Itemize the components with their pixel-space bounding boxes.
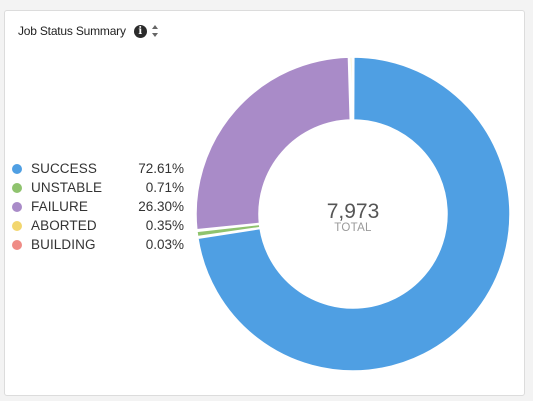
legend-label: FAILURE	[31, 199, 88, 214]
slice-unstable[interactable]	[196, 223, 261, 238]
info-icon[interactable]: i	[133, 24, 147, 38]
legend-dot-unstable	[12, 182, 22, 193]
total-value: 7,973	[327, 200, 380, 223]
legend-label: SUCCESS	[31, 161, 97, 176]
legend-item-success[interactable]: SUCCESS 72.61%	[12, 159, 184, 178]
legend-dot-success	[12, 163, 22, 174]
panel-header: Job Status Summary i	[18, 22, 160, 40]
legend-item-aborted[interactable]: ABORTED 0.35%	[12, 216, 184, 235]
legend-percent: 0.03%	[145, 237, 184, 252]
legend-label: ABORTED	[31, 218, 97, 233]
legend-dot-building	[12, 239, 22, 250]
legend-label: BUILDING	[31, 237, 96, 252]
legend-percent: 72.61%	[138, 161, 184, 176]
legend-dot-failure	[12, 201, 22, 212]
slice-aborted[interactable]	[349, 56, 354, 121]
legend-item-building[interactable]: BUILDING 0.03%	[12, 235, 184, 254]
legend-percent: 0.71%	[145, 180, 184, 195]
legend-item-failure[interactable]: FAILURE 26.30%	[12, 197, 184, 216]
legend-dot-aborted	[12, 220, 22, 231]
legend-label: UNSTABLE	[31, 180, 103, 195]
slice-failure[interactable]	[195, 56, 352, 231]
legend-item-unstable[interactable]: UNSTABLE 0.71%	[12, 178, 184, 197]
total-label: TOTAL	[334, 222, 372, 234]
panel-title: Job Status Summary	[18, 24, 126, 38]
sort-icon[interactable]	[151, 24, 160, 38]
legend-percent: 26.30%	[138, 199, 184, 214]
slice-success[interactable]	[197, 56, 511, 372]
legend-percent: 0.35%	[145, 218, 184, 233]
donut-slices	[195, 56, 511, 372]
chart-legend: SUCCESS 72.61% UNSTABLE 0.71% FAILURE 26.30% A…	[12, 159, 184, 254]
